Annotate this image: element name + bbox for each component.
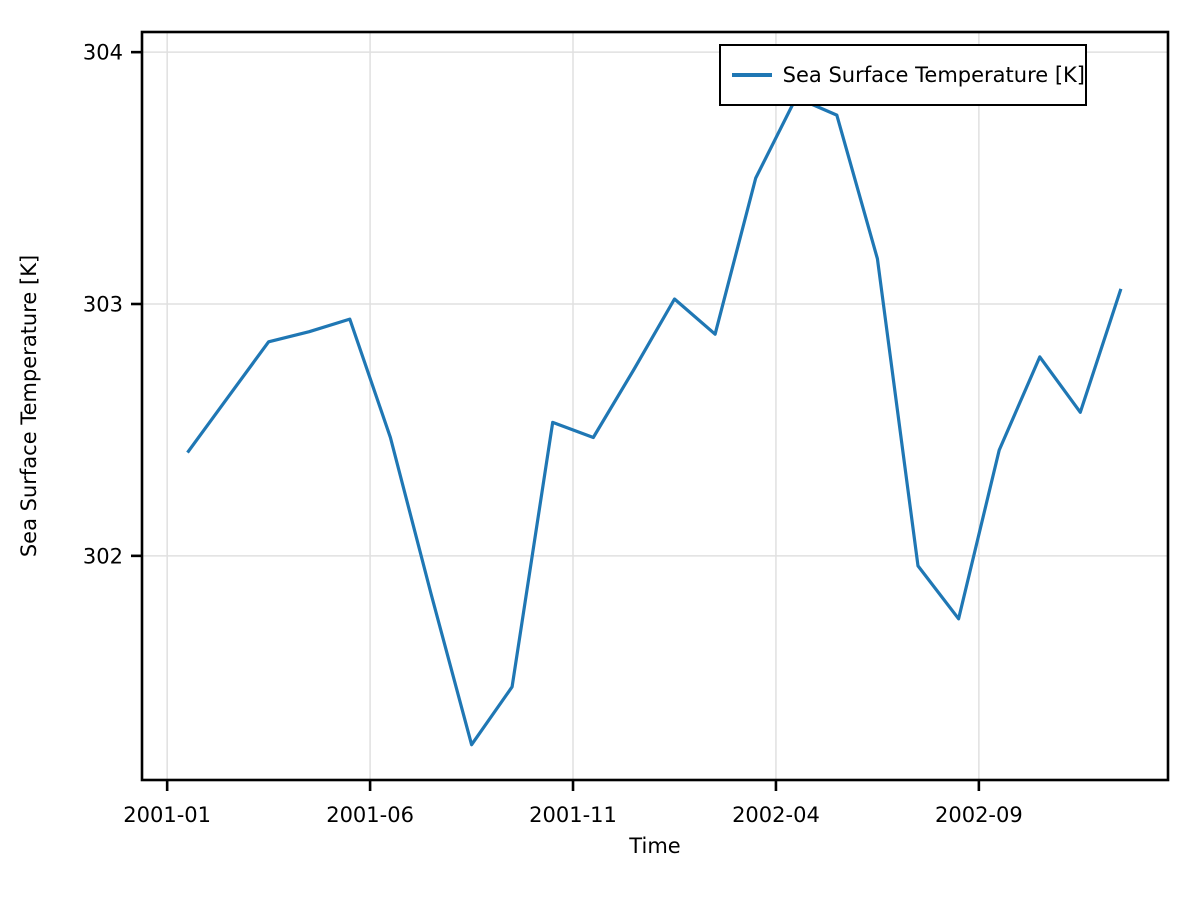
tick-marks <box>131 50 981 791</box>
x-tick-label: 2001-01 <box>123 803 211 827</box>
legend: Sea Surface Temperature [K] <box>719 44 1087 106</box>
x-tick-label: 2002-09 <box>935 803 1023 827</box>
gridlines <box>142 32 1168 780</box>
y-tick-label: 303 <box>83 293 123 317</box>
x-tick-label: 2001-11 <box>529 803 617 827</box>
sst-line <box>186 95 1123 747</box>
y-tick-label: 304 <box>83 41 123 65</box>
x-tick-labels: 2001-01 2001-06 2001-11 2002-04 2002-09 <box>123 803 1022 827</box>
x-axis-label: Time <box>628 834 680 858</box>
legend-line-sample <box>732 73 772 77</box>
x-tick-label: 2002-04 <box>732 803 820 827</box>
y-tick-labels: 302 303 304 <box>83 41 123 569</box>
y-tick-label: 302 <box>83 544 123 568</box>
legend-label: Sea Surface Temperature [K] <box>782 63 1085 87</box>
x-tick-label: 2001-06 <box>326 803 414 827</box>
y-axis-label: Sea Surface Temperature [K] <box>17 255 41 557</box>
plot-frame <box>140 30 1170 782</box>
